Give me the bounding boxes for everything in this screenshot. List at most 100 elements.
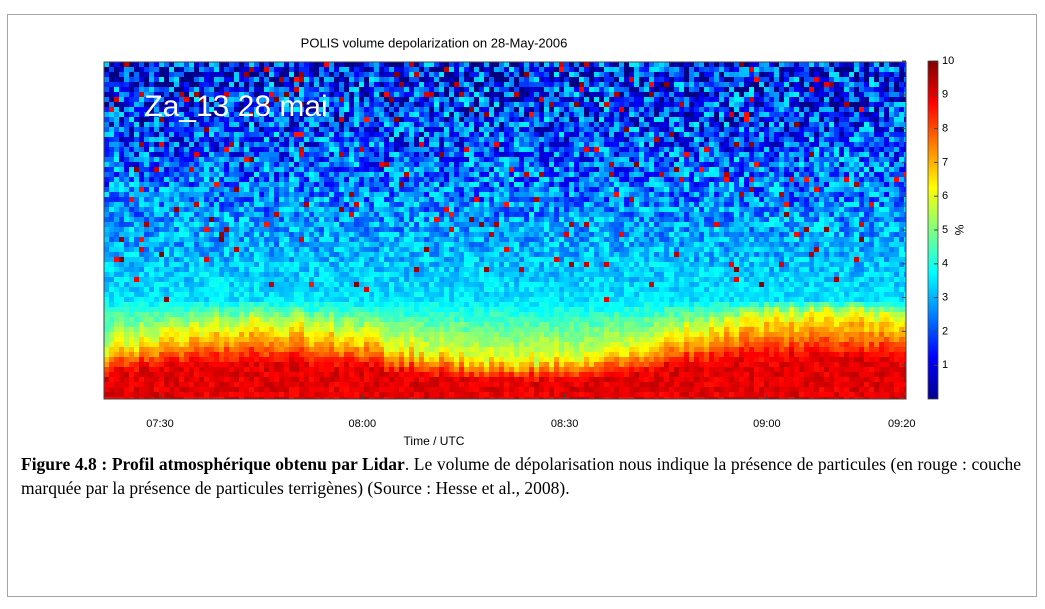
- heatmap-cell: [154, 182, 159, 187]
- heatmap-cell: [134, 177, 139, 182]
- heatmap-cell: [189, 347, 194, 352]
- heatmap-cell: [419, 77, 424, 82]
- heatmap-cell: [369, 232, 374, 237]
- heatmap-cell: [254, 302, 259, 307]
- heatmap-cell: [199, 122, 204, 127]
- heatmap-cell: [424, 302, 429, 307]
- heatmap-cell: [209, 202, 214, 207]
- heatmap-cell: [219, 137, 224, 142]
- heatmap-cell: [264, 207, 269, 212]
- heatmap-cell: [169, 62, 174, 67]
- heatmap-cell: [239, 72, 244, 77]
- heatmap-cell: [144, 197, 149, 202]
- heatmap-cell: [174, 382, 179, 387]
- heatmap-cell: [279, 147, 284, 152]
- heatmap-cell: [299, 347, 304, 352]
- heatmap-cell: [164, 332, 169, 337]
- heatmap-cell: [374, 367, 379, 372]
- heatmap-cell: [314, 147, 319, 152]
- heatmap-cell: [339, 262, 344, 267]
- heatmap-cell: [119, 277, 124, 282]
- heatmap-cell: [179, 387, 184, 392]
- heatmap-cell: [344, 187, 349, 192]
- heatmap-cell: [174, 397, 179, 399]
- heatmap-cell: [399, 172, 404, 177]
- heatmap-cell: [184, 232, 189, 237]
- heatmap-cell: [384, 322, 389, 327]
- heatmap-cell: [354, 192, 359, 197]
- heatmap-cell: [189, 267, 194, 272]
- heatmap-cell: [399, 297, 404, 302]
- heatmap-cell: [109, 262, 114, 267]
- heatmap-cell: [214, 277, 219, 282]
- heatmap-cell: [294, 257, 299, 262]
- heatmap-cell: [279, 197, 284, 202]
- heatmap-cell: [189, 172, 194, 177]
- heatmap-cell: [364, 82, 369, 87]
- heatmap-cell: [359, 92, 364, 97]
- heatmap-cell: [249, 397, 254, 399]
- heatmap-cell: [154, 142, 159, 147]
- heatmap-cell: [369, 342, 374, 347]
- heatmap-cell: [279, 392, 284, 397]
- heatmap-cell: [314, 342, 319, 347]
- heatmap-cell: [429, 72, 434, 77]
- heatmap-cell: [264, 282, 269, 287]
- heatmap-cell: [159, 237, 164, 242]
- heatmap-cell: [399, 142, 404, 147]
- heatmap-cell: [134, 397, 139, 399]
- heatmap-cell: [354, 262, 359, 267]
- heatmap-cell: [229, 112, 234, 117]
- heatmap-cell: [409, 212, 414, 217]
- heatmap-cell: [144, 82, 149, 87]
- heatmap-cell: [149, 322, 154, 327]
- heatmap-cell: [244, 97, 249, 102]
- heatmap-cell: [434, 122, 439, 127]
- heatmap-cell: [249, 292, 254, 297]
- heatmap-cell: [199, 287, 204, 292]
- heatmap-cell: [254, 212, 259, 217]
- heatmap-cell: [329, 117, 334, 122]
- heatmap-cell: [314, 257, 319, 262]
- heatmap-cell: [279, 332, 284, 337]
- heatmap-cell: [274, 272, 279, 277]
- heatmap-cell: [274, 222, 279, 227]
- heatmap-cell: [419, 222, 424, 227]
- heatmap-cell: [344, 282, 349, 287]
- heatmap-cell: [104, 362, 109, 367]
- heatmap-cell: [144, 327, 149, 332]
- heatmap-cell: [109, 177, 114, 182]
- heatmap-cell: [409, 277, 414, 282]
- heatmap-cell: [384, 327, 389, 332]
- heatmap-cell: [114, 217, 119, 222]
- heatmap-cell: [289, 212, 294, 217]
- heatmap-cell: [424, 247, 429, 252]
- heatmap-cell: [339, 62, 344, 67]
- heatmap-cell: [334, 347, 339, 352]
- heatmap-cell: [394, 287, 399, 292]
- heatmap-cell: [454, 172, 459, 177]
- heatmap-cell: [374, 357, 379, 362]
- heatmap-cell: [254, 247, 259, 252]
- heatmap-cell: [199, 192, 204, 197]
- heatmap-cell: [179, 107, 184, 112]
- heatmap-cell: [204, 172, 209, 177]
- heatmap-cell: [309, 317, 314, 322]
- heatmap-cell: [429, 112, 434, 117]
- heatmap-cell: [169, 222, 174, 227]
- heatmap-cell: [189, 312, 194, 317]
- heatmap-cell: [319, 127, 324, 132]
- heatmap-cell: [189, 102, 194, 107]
- heatmap-cell: [424, 192, 429, 197]
- heatmap-cell: [454, 122, 459, 127]
- heatmap-cell: [319, 252, 324, 257]
- heatmap-cell: [194, 107, 199, 112]
- heatmap-cell: [259, 122, 264, 127]
- heatmap-cell: [244, 162, 249, 167]
- heatmap-cell: [359, 347, 364, 352]
- heatmap-cell: [354, 247, 359, 252]
- heatmap-cell: [174, 342, 179, 347]
- heatmap-cell: [234, 262, 239, 267]
- heatmap-cell: [204, 87, 209, 92]
- heatmap-cell: [129, 182, 134, 187]
